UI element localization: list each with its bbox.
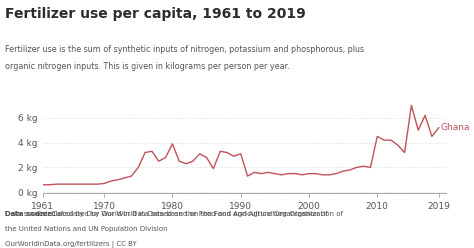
Text: Calculated by Our World in Data based on the Food and Agriculture Organization o: Calculated by Our World in Data based on…: [34, 211, 328, 217]
Text: OurWorldInData.org/fertilizers | CC BY: OurWorldInData.org/fertilizers | CC BY: [5, 241, 137, 248]
Text: Fertilizer use per capita, 1961 to 2019: Fertilizer use per capita, 1961 to 2019: [5, 7, 305, 21]
Text: Ghana: Ghana: [441, 123, 470, 132]
Text: organic nitrogen inputs. This is given in kilograms per person per year.: organic nitrogen inputs. This is given i…: [5, 62, 290, 71]
Text: Fertilizer use is the sum of synthetic inputs of nitrogen, potassium and phospho: Fertilizer use is the sum of synthetic i…: [5, 45, 364, 54]
Text: Our World: Our World: [400, 12, 444, 21]
Text: the United Nations and UN Population Division: the United Nations and UN Population Div…: [5, 226, 167, 232]
Text: Data source:: Data source:: [5, 211, 55, 217]
Text: Data source: Calculated by Our World in Data based on the Food and Agriculture O: Data source: Calculated by Our World in …: [5, 211, 343, 217]
Text: in Data: in Data: [406, 21, 438, 30]
